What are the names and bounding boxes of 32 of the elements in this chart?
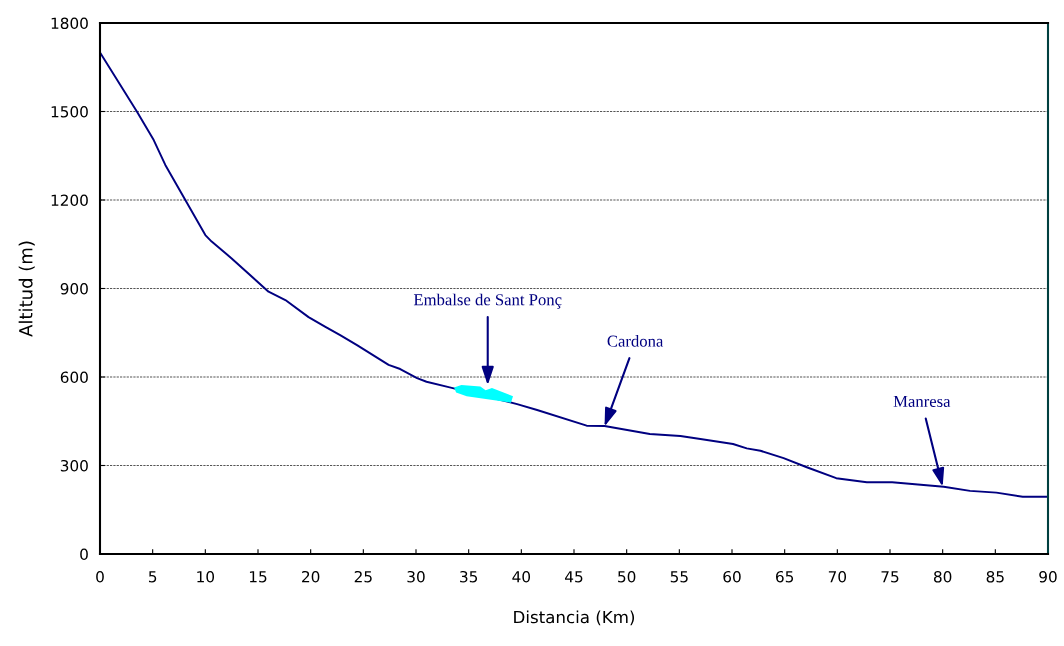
x-tick-label: 75: [881, 571, 899, 583]
y-axis-title: Altitud (m): [18, 241, 35, 337]
x-tick-label: 5: [148, 571, 157, 583]
x-tick-label: 55: [670, 571, 688, 583]
x-tick-label: 35: [460, 570, 478, 583]
annotation: Embalse de Sant Ponç: [413, 293, 562, 309]
x-tick-label: 40: [512, 570, 531, 583]
x-tick-label: 45: [565, 571, 583, 583]
y-tick-label: 1500: [51, 105, 88, 118]
y-tick-label: 300: [60, 459, 88, 472]
y-tick-label: 600: [60, 371, 88, 384]
x-tick-label: 25: [354, 570, 372, 583]
y-tick-label: 1800: [51, 17, 88, 30]
y-tick-label: 0: [80, 548, 88, 561]
line-series: [100, 51, 1048, 498]
x-axis-title: Distancia (Km): [514, 610, 635, 626]
y-tick-label: 1200: [51, 194, 88, 207]
x-tick-label: 50: [618, 570, 636, 583]
x-tick-label: 10: [197, 570, 215, 583]
x-tick-label: 0: [96, 570, 104, 583]
annotation: Cardona: [607, 335, 664, 347]
x-tick-label: 30: [407, 570, 425, 583]
x-tick-label: 65: [776, 570, 794, 583]
x-tick-label: 60: [723, 570, 741, 583]
x-tick-label: 85: [986, 570, 1004, 583]
x-tick-label: 90: [1039, 570, 1057, 583]
annotation: Manresa: [893, 395, 951, 407]
x-tick-label: 15: [249, 571, 267, 583]
y-tick-label: 900: [60, 282, 88, 295]
x-tick-label: 70: [828, 570, 847, 583]
x-tick-label: 20: [302, 570, 320, 583]
x-tick-label: 80: [933, 570, 952, 583]
